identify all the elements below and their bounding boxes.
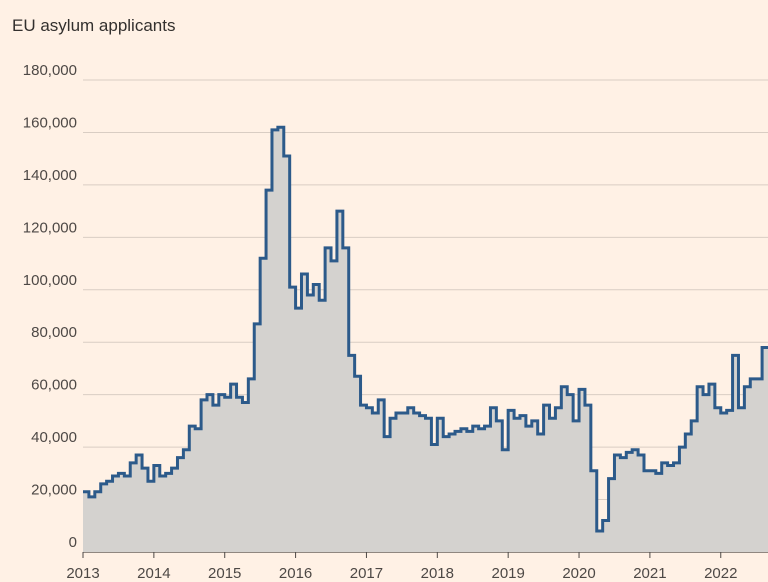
y-tick-label: 140,000 <box>23 167 77 184</box>
x-tick-label: 2020 <box>562 565 595 582</box>
y-tick-label: 40,000 <box>31 429 77 446</box>
y-tick-label: 20,000 <box>31 482 77 499</box>
y-tick-label: 0 <box>69 534 77 551</box>
series-line <box>83 125 768 533</box>
series-area-layer <box>83 125 768 552</box>
x-tick-label: 2015 <box>208 565 241 582</box>
y-tick-label: 180,000 <box>23 62 77 79</box>
y-tick-label: 100,000 <box>23 272 77 289</box>
x-tick-label: 2022 <box>704 565 737 582</box>
chart-title: EU asylum applicants <box>12 16 176 35</box>
x-tick-label: 2017 <box>350 565 383 582</box>
x-tick-label: 2018 <box>421 565 454 582</box>
x-tick-label: 2014 <box>137 565 170 582</box>
series-area-fill <box>83 127 768 552</box>
y-tick-label: 160,000 <box>23 114 77 131</box>
y-axis: 0 20,000 40,000 60,000 80,000 100,000 120,000 1… <box>23 62 77 551</box>
x-tick-label: 2013 <box>66 565 99 582</box>
x-tick-label: 2021 <box>633 565 666 582</box>
y-tick-label: 120,000 <box>23 219 77 236</box>
x-axis: 2013 2014 2015 2016 2017 2018 2019 2020 2021 2022 <box>66 552 737 582</box>
x-tick-label: 2016 <box>279 565 312 582</box>
y-tick-label: 60,000 <box>31 377 77 394</box>
y-tick-label: 80,000 <box>31 324 77 341</box>
x-tick-label: 2019 <box>491 565 524 582</box>
